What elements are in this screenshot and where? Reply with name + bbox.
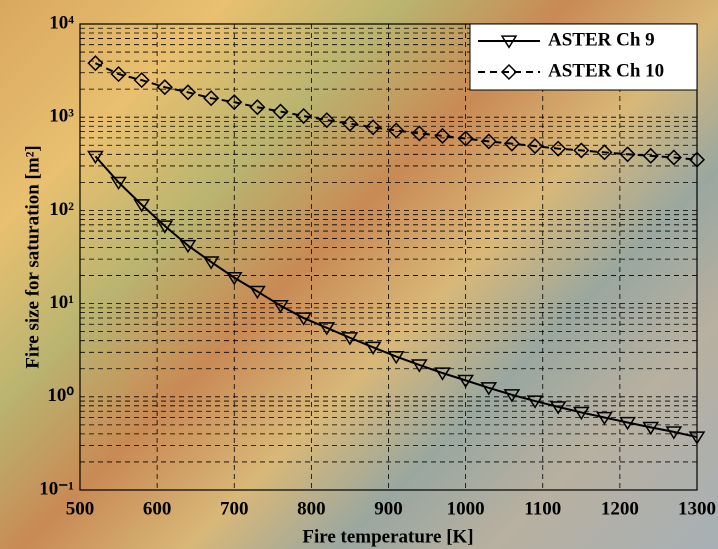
marker	[619, 146, 636, 163]
x-tick-label: 1000	[447, 498, 485, 519]
marker	[87, 55, 104, 72]
marker	[318, 112, 335, 129]
marker	[133, 72, 150, 89]
marker	[619, 416, 636, 431]
x-tick-label: 1100	[524, 498, 561, 519]
x-tick-label: 1200	[601, 498, 639, 519]
marker	[503, 389, 521, 403]
marker	[526, 395, 544, 409]
x-tick-label: 800	[297, 498, 326, 519]
legend-box	[469, 23, 698, 91]
marker	[573, 142, 590, 159]
marker	[503, 135, 520, 152]
marker	[572, 406, 590, 421]
marker	[203, 90, 220, 107]
marker	[341, 332, 359, 346]
marker	[179, 84, 197, 101]
marker	[249, 285, 266, 300]
marker	[480, 133, 497, 150]
marker	[156, 220, 174, 234]
y-tick-label: 10⁰	[47, 385, 74, 406]
marker	[434, 127, 451, 144]
x-tick-label: 1300	[678, 498, 716, 519]
marker	[642, 147, 659, 164]
marker	[526, 138, 544, 155]
y-tick-label: 10³	[49, 106, 74, 127]
marker	[434, 367, 451, 381]
y-axis-label: Fire size for saturation [m²]	[22, 145, 43, 368]
marker	[410, 359, 428, 373]
marker	[480, 382, 498, 396]
marker	[364, 341, 382, 355]
marker	[596, 144, 613, 161]
marker	[249, 99, 266, 116]
marker	[341, 115, 358, 132]
y-tick-label: 10⁴	[49, 12, 74, 33]
marker	[457, 130, 474, 147]
marker	[318, 322, 336, 336]
marker	[110, 66, 127, 83]
x-tick-label: 500	[66, 498, 95, 519]
legend-label: ASTER Ch 9	[548, 29, 655, 50]
marker	[179, 239, 197, 254]
marker	[457, 374, 474, 389]
series-line	[94, 62, 698, 161]
marker	[295, 107, 312, 125]
marker	[688, 151, 706, 168]
marker	[549, 401, 567, 415]
marker	[500, 35, 518, 49]
x-tick-label: 700	[220, 498, 249, 519]
marker	[110, 176, 127, 191]
marker	[87, 150, 104, 165]
marker	[500, 63, 518, 81]
marker	[295, 312, 313, 326]
marker	[225, 271, 243, 286]
marker	[365, 119, 382, 136]
y-tick-label: 10¹	[49, 292, 74, 313]
marker	[388, 122, 405, 139]
x-tick-label: 600	[143, 498, 172, 519]
x-tick-label: 900	[374, 498, 403, 519]
series-line	[94, 155, 698, 439]
marker	[156, 79, 173, 96]
marker	[665, 426, 683, 440]
marker	[411, 125, 428, 142]
marker	[596, 411, 613, 426]
y-tick-label: 10⁻¹	[39, 478, 74, 499]
marker	[272, 103, 289, 120]
x-axis-label: Fire temperature [K]	[302, 526, 473, 547]
marker	[688, 431, 706, 445]
legend-label: ASTER Ch 10	[548, 60, 664, 81]
marker	[133, 199, 151, 213]
plot-frame	[79, 23, 698, 491]
marker	[550, 140, 567, 157]
marker	[665, 149, 682, 166]
marker	[202, 256, 220, 270]
y-tick-label: 10²	[49, 199, 74, 220]
marker	[642, 421, 660, 436]
marker	[272, 300, 289, 314]
marker	[387, 350, 405, 365]
marker	[226, 94, 243, 111]
